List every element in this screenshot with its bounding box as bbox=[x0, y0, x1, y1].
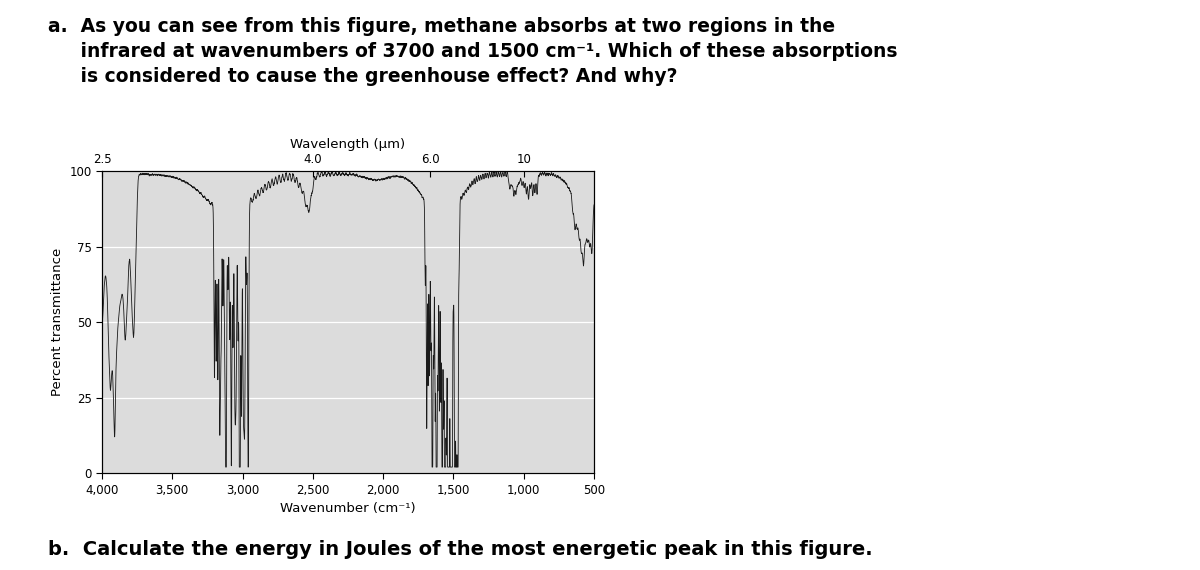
Text: a.  As you can see from this figure, methane absorbs at two regions in the
     : a. As you can see from this figure, meth… bbox=[48, 17, 898, 86]
X-axis label: Wavenumber (cm⁻¹): Wavenumber (cm⁻¹) bbox=[280, 502, 416, 515]
Text: b.  Calculate the energy in Joules of the most energetic peak in this figure.: b. Calculate the energy in Joules of the… bbox=[48, 540, 872, 559]
X-axis label: Wavelength (μm): Wavelength (μm) bbox=[290, 137, 406, 150]
Y-axis label: Percent transmittance: Percent transmittance bbox=[50, 248, 64, 396]
